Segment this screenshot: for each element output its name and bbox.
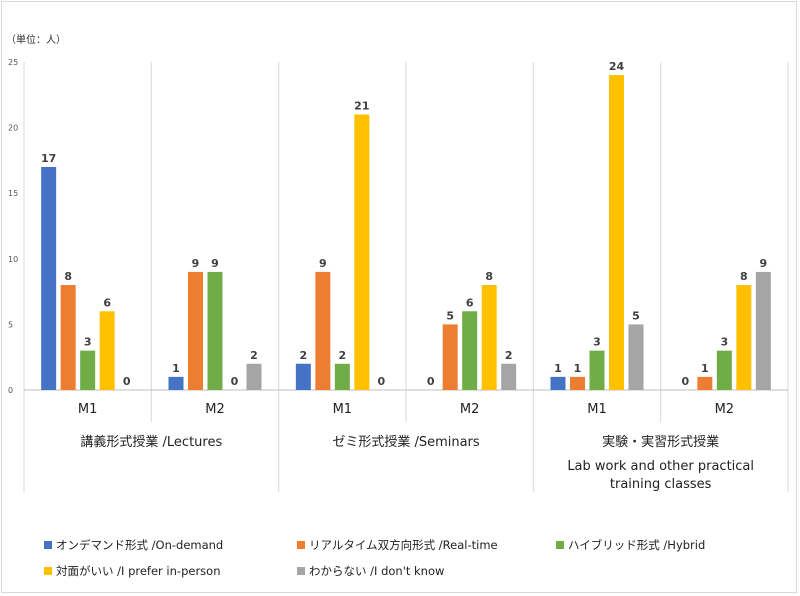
data-label: 2 [505, 349, 513, 362]
data-label: 9 [319, 257, 327, 270]
bar [736, 285, 752, 390]
data-label: 8 [485, 270, 493, 283]
data-label: 1 [172, 362, 180, 375]
data-label: 3 [593, 336, 601, 349]
data-label: 8 [64, 270, 72, 283]
bar [168, 376, 184, 390]
data-label: 9 [192, 257, 200, 270]
data-label: 17 [41, 152, 56, 165]
data-label: 0 [427, 375, 435, 388]
bar [442, 324, 458, 390]
legend-label: オンデマンド形式 /On-demand [56, 538, 223, 552]
data-label: 1 [574, 362, 582, 375]
group-label: Lab work and other practical [567, 459, 754, 474]
legend-swatch [297, 541, 305, 549]
data-label: 24 [609, 60, 625, 73]
bar [501, 363, 517, 390]
data-label: 3 [721, 336, 729, 349]
bar [334, 363, 350, 390]
data-label: 2 [250, 349, 258, 362]
bar [609, 75, 624, 391]
subcategory-label: M2 [715, 402, 735, 417]
bar [80, 350, 96, 390]
data-label: 0 [378, 375, 386, 388]
y-tick-label: 5 [8, 320, 13, 329]
bar [570, 376, 585, 390]
data-label: 0 [682, 375, 690, 388]
y-axis-ticks: 0 5 10 15 20 25 [8, 58, 18, 395]
bar [41, 166, 57, 390]
legend-label: ハイブリッド形式 /Hybrid [568, 538, 705, 552]
data-label: 6 [466, 296, 474, 309]
data-label: 9 [760, 257, 768, 270]
data-label: 6 [103, 296, 111, 309]
bar [207, 271, 223, 390]
y-tick-label: 25 [8, 58, 18, 67]
group-label: training classes [610, 477, 712, 492]
legend-label: リアルタイム双方向形式 /Real-time [309, 538, 498, 552]
data-label: 2 [300, 349, 308, 362]
y-tick-label: 15 [8, 189, 18, 198]
legend-swatch [297, 567, 305, 575]
bar [354, 114, 370, 390]
gridlines [23, 62, 789, 492]
data-label: 5 [632, 309, 640, 322]
legend-label: わからない /I don't know [309, 564, 444, 578]
data-label: 3 [84, 336, 92, 349]
bar [716, 350, 732, 390]
bar [462, 311, 478, 390]
legend-label: 対面がいい /I prefer in-person [56, 564, 221, 578]
bar [188, 271, 203, 390]
subcategory-label: M1 [587, 402, 607, 417]
subcategory-label: M2 [205, 402, 225, 417]
bar [697, 376, 713, 390]
data-label: 2 [339, 349, 347, 362]
legend-swatch [44, 567, 52, 575]
data-label: 0 [123, 375, 131, 388]
y-tick-label: 10 [8, 255, 18, 264]
legend: オンデマンド形式 /On-demand リアルタイム双方向形式 /Real-tim… [44, 538, 705, 578]
data-label: 1 [554, 362, 562, 375]
subcategory-label: M1 [78, 402, 98, 417]
bar [481, 285, 497, 390]
bar [246, 363, 262, 390]
legend-swatch [44, 541, 52, 549]
y-tick-label: 20 [8, 124, 18, 133]
unit-label: （単位：人） [6, 33, 66, 46]
group-label: 実験・実習形式授業 [602, 434, 719, 450]
y-tick-label: 0 [8, 386, 13, 395]
bar [99, 311, 115, 390]
bar [550, 376, 566, 390]
bars [41, 75, 771, 391]
group-label: 講義形式授業 /Lectures [80, 434, 222, 450]
bar [60, 285, 76, 390]
data-label: 9 [211, 257, 219, 270]
data-label: 1 [701, 362, 709, 375]
x-axis-labels: M1 M2 講義形式授業 /Lectures M1 M2 ゼミ形式授業 /Seminars… [78, 402, 754, 492]
data-label: 8 [740, 270, 748, 283]
bar [295, 363, 311, 390]
subcategory-label: M1 [333, 402, 353, 417]
data-label: 21 [354, 99, 369, 112]
data-label: 0 [231, 375, 239, 388]
subcategory-label: M2 [460, 402, 480, 417]
group-label: ゼミ形式授業 /Seminars [332, 434, 480, 450]
data-label: 5 [446, 309, 454, 322]
bar [589, 350, 605, 390]
bar [628, 324, 644, 390]
bar [315, 271, 331, 390]
legend-swatch [556, 541, 564, 549]
bar [755, 271, 771, 390]
